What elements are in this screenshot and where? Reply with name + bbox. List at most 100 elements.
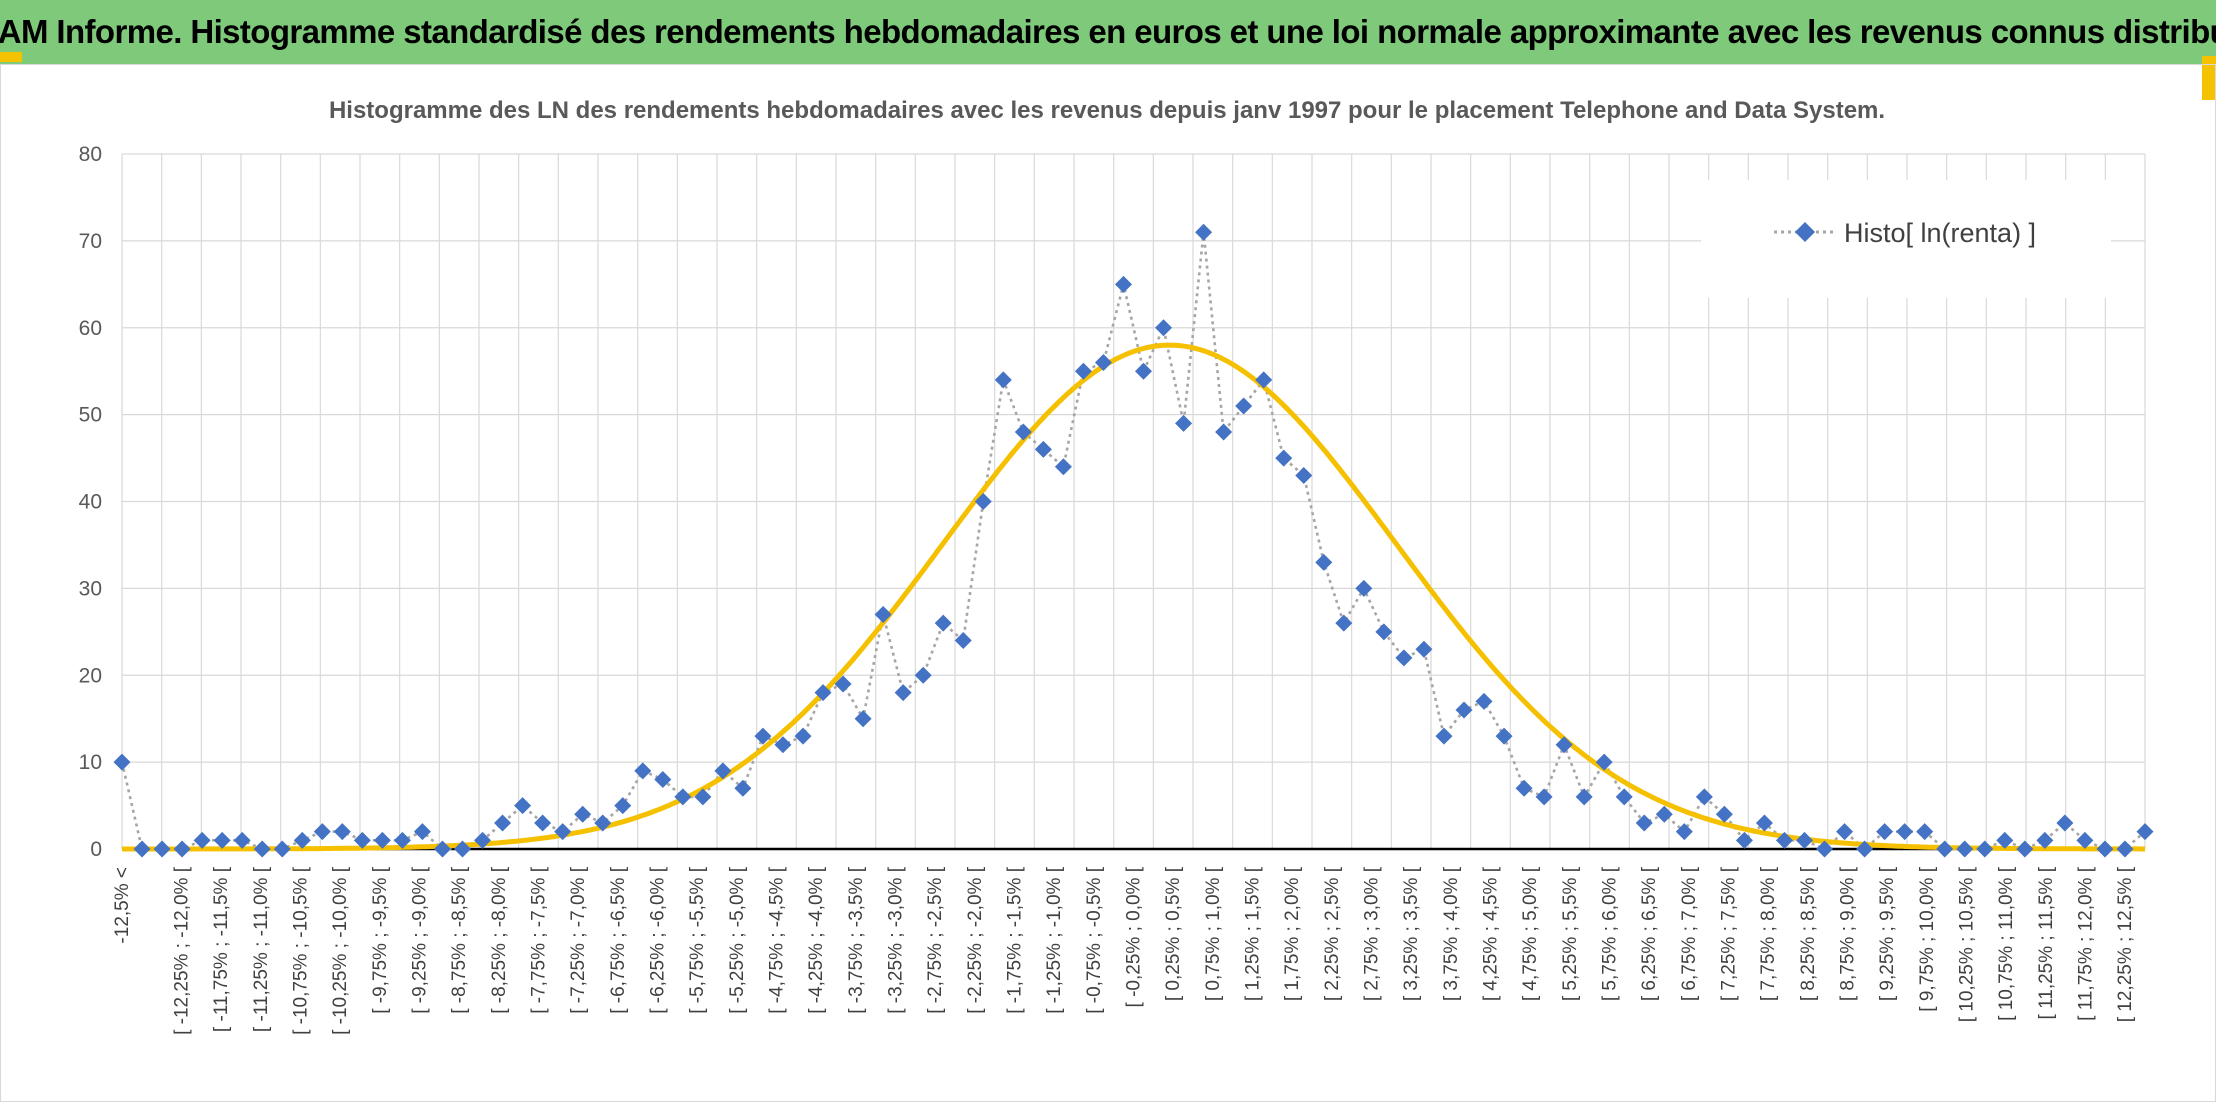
data-point-marker: [1335, 614, 1353, 632]
data-point-marker: [1976, 840, 1994, 858]
data-point-marker: [1275, 449, 1293, 467]
data-point-marker: [213, 831, 231, 849]
x-tick-label: [ -7,75% ; -7,5% [: [529, 866, 550, 1014]
data-point-marker: [1856, 840, 1874, 858]
x-tick-label: [ 0,25% ; 0,5% [: [1163, 866, 1184, 1001]
x-tick-label: [ -9,25% ; -9,0% [: [410, 866, 431, 1014]
data-point-marker: [874, 605, 892, 623]
data-point-marker: [554, 823, 572, 841]
x-tick-label: [ 5,75% ; 6,0% [: [1600, 866, 1621, 1001]
data-point-marker: [794, 727, 812, 745]
chart-area: Histogramme des LN des rendements hebdom…: [0, 64, 2216, 1102]
data-point-marker: [1735, 831, 1753, 849]
data-point-marker: [1235, 397, 1253, 415]
y-tick-label: 50: [79, 404, 102, 427]
data-point-marker: [1715, 805, 1733, 823]
data-point-marker: [854, 710, 872, 728]
data-point-marker: [1675, 823, 1693, 841]
x-tick-label: [ -2,75% ; -2,5% [: [925, 866, 946, 1014]
data-point-marker: [393, 831, 411, 849]
x-tick-label: [ 12,25% ; 12,5% [: [2115, 866, 2136, 1022]
x-tick-label: [ 1,25% ; 1,5% [: [1243, 866, 1264, 1001]
histogram-chart: Histogramme des LN des rendements hebdom…: [79, 97, 2154, 1035]
chart-legend: Histo[ ln(renta) ]: [1701, 180, 2111, 298]
x-tick-label: [ -5,25% ; -5,0% [: [727, 866, 748, 1014]
data-point-marker: [1014, 423, 1032, 441]
data-point-marker: [273, 840, 291, 858]
data-point-marker: [494, 814, 512, 832]
x-tick-label: [ -4,75% ; -4,5% [: [767, 866, 788, 1014]
data-point-marker: [1395, 649, 1413, 667]
data-point-marker: [814, 684, 832, 702]
x-tick-label: [ -0,75% ; -0,5% [: [1084, 866, 1105, 1014]
x-tick-label: [ -6,75% ; -6,5% [: [608, 866, 629, 1014]
data-point-marker: [534, 814, 552, 832]
x-tick-label: [ -11,75% ; -11,5% [: [211, 866, 232, 1032]
data-point-marker: [193, 831, 211, 849]
data-series: [113, 223, 2154, 858]
chart-title: Histogramme des LN des rendements hebdom…: [329, 97, 1885, 124]
report-banner: ADAM Informe. Histogramme standardisé de…: [0, 0, 2216, 64]
data-point-marker: [574, 805, 592, 823]
x-axis-ticks: -12,5% < [ -12,25% ; -12,0% [[ -11,75% ; …: [112, 866, 2136, 1035]
data-point-marker: [113, 753, 131, 771]
x-tick-label: -12,5% <: [112, 867, 133, 944]
x-tick-label: [ 4,75% ; 5,0% [: [1520, 866, 1541, 1001]
data-point-marker: [1615, 788, 1633, 806]
y-tick-label: 60: [79, 317, 102, 340]
x-tick-label: [ 11,75% ; 12,0% [: [2076, 866, 2097, 1021]
data-point-marker: [293, 831, 311, 849]
data-point-marker: [1695, 788, 1713, 806]
data-point-marker: [1495, 727, 1513, 745]
data-point-marker: [1916, 823, 1934, 841]
legend-box: [1701, 180, 2111, 298]
data-point-marker: [1455, 701, 1473, 719]
grid-lines: [121, 153, 2146, 849]
data-point-marker: [1355, 579, 1373, 597]
data-point-marker: [353, 831, 371, 849]
data-point-marker: [1816, 840, 1834, 858]
data-point-marker: [313, 823, 331, 841]
x-tick-label: [ 6,75% ; 7,0% [: [1679, 866, 1700, 1001]
x-tick-label: [ -2,25% ; -2,0% [: [965, 866, 986, 1014]
data-point-marker: [634, 762, 652, 780]
data-point-marker: [2136, 823, 2154, 841]
data-point-marker: [413, 823, 431, 841]
y-tick-label: 70: [79, 230, 102, 253]
x-tick-label: [ 4,25% ; 4,5% [: [1481, 866, 1502, 1001]
x-tick-label: [ -7,25% ; -7,0% [: [568, 866, 589, 1014]
data-point-marker: [734, 779, 752, 797]
x-tick-label: [ 3,25% ; 3,5% [: [1401, 866, 1422, 1001]
data-point-marker: [1795, 831, 1813, 849]
y-tick-label: 10: [79, 751, 102, 774]
data-point-marker: [173, 840, 191, 858]
x-tick-label: [ -3,25% ; -3,0% [: [886, 866, 907, 1014]
data-point-marker: [654, 771, 672, 788]
x-tick-label: [ 10,75% ; 11,0% [: [1996, 866, 2017, 1021]
data-point-marker: [474, 831, 492, 849]
data-point-marker: [994, 371, 1012, 389]
data-point-marker: [1956, 840, 1974, 858]
normal-curve-line: [122, 342, 2145, 852]
y-tick-label: 80: [79, 143, 102, 166]
data-point-marker: [1535, 788, 1553, 806]
x-tick-label: [ -8,25% ; -8,0% [: [489, 866, 510, 1014]
x-tick-label: [ -1,75% ; -1,5% [: [1005, 866, 1026, 1014]
data-point-marker: [1375, 623, 1393, 641]
data-point-marker: [934, 614, 952, 632]
data-point-marker: [1034, 440, 1052, 458]
data-point-marker: [1475, 692, 1493, 710]
x-tick-label: [ 2,25% ; 2,5% [: [1322, 866, 1343, 1001]
x-tick-label: [ 9,25% ; 9,5% [: [1877, 866, 1898, 1001]
data-point-marker: [1555, 736, 1573, 754]
data-point-marker: [153, 840, 171, 858]
y-tick-label: 0: [90, 838, 102, 861]
x-tick-label: [ 1,75% ; 2,0% [: [1282, 866, 1303, 1001]
data-point-marker: [894, 684, 912, 702]
data-point-marker: [2016, 840, 2034, 858]
data-point-marker: [674, 788, 692, 806]
data-point-marker: [754, 727, 772, 745]
y-tick-label: 30: [79, 577, 102, 600]
data-point-marker: [253, 840, 271, 858]
data-point-marker: [1755, 814, 1773, 832]
